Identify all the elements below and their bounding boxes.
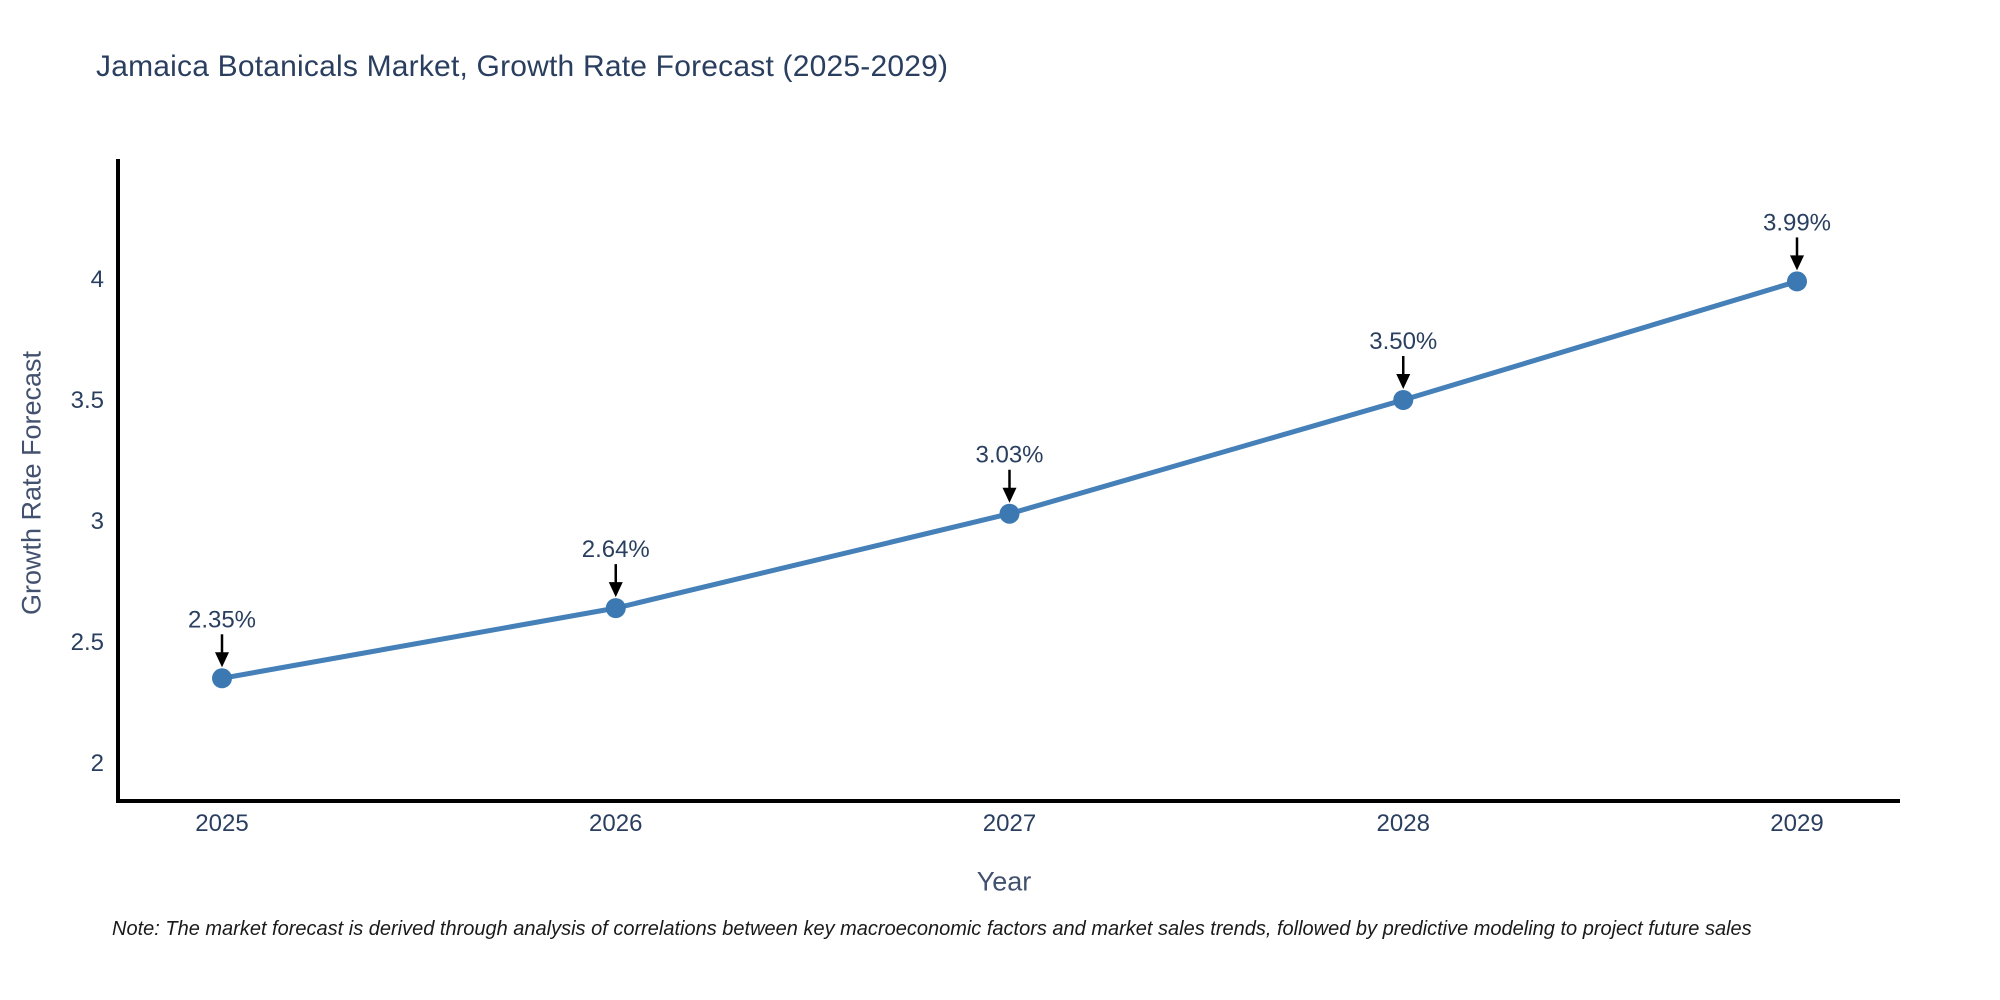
point-annotation-label: 2.35% — [188, 606, 256, 633]
point-annotation-label: 3.50% — [1369, 328, 1437, 355]
footnote: Note: The market forecast is derived thr… — [112, 918, 1752, 940]
point-annotation-label: 2.64% — [582, 536, 650, 563]
y-tick-label: 3 — [91, 508, 104, 535]
x-tick-label: 2028 — [1377, 810, 1430, 837]
data-point — [999, 503, 1020, 524]
annotation-arrow-head — [1396, 374, 1411, 389]
x-tick-label: 2027 — [983, 810, 1036, 837]
point-annotation-label: 3.99% — [1763, 209, 1831, 236]
y-tick-label: 2 — [91, 750, 104, 777]
y-tick-label: 3.5 — [71, 387, 104, 414]
annotation-arrow-head — [608, 582, 623, 598]
y-tick-label: 4 — [91, 266, 104, 293]
x-tick-label: 2025 — [195, 810, 248, 837]
x-axis-title: Year — [976, 866, 1032, 897]
data-point — [1393, 390, 1414, 410]
x-tick-label: 2029 — [1770, 810, 1823, 837]
data-point — [1787, 271, 1807, 292]
x-tick-label: 2026 — [589, 810, 642, 837]
y-axis-title: Growth Rate Forecast — [16, 350, 47, 616]
annotation-arrow-head — [1790, 255, 1804, 271]
data-point — [212, 668, 232, 689]
y-tick-label: 2.5 — [71, 629, 104, 656]
chart-title: Jamaica Botanicals Market, Growth Rate F… — [96, 50, 949, 83]
data-point — [605, 598, 626, 619]
annotation-arrow-head — [1002, 487, 1017, 503]
point-annotation-label: 3.03% — [975, 442, 1043, 469]
annotation-arrow-head — [215, 652, 229, 668]
